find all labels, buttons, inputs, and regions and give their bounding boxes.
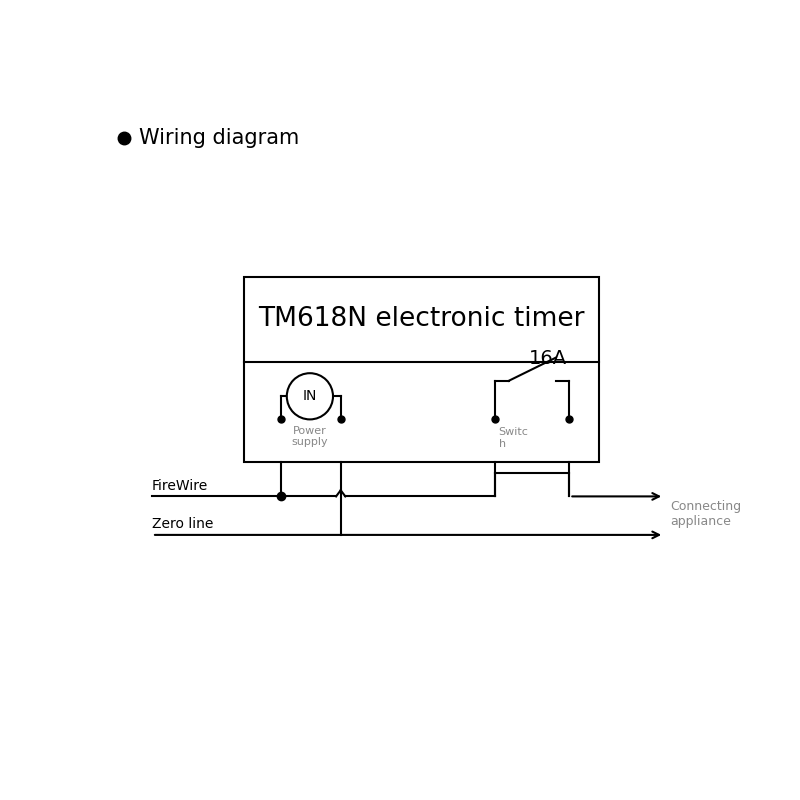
- Text: Wiring diagram: Wiring diagram: [139, 128, 299, 148]
- Text: Power
supply: Power supply: [291, 426, 328, 447]
- Circle shape: [286, 373, 333, 419]
- Bar: [245, 277, 598, 462]
- Text: Switc
h: Switc h: [498, 427, 529, 449]
- Text: Zero line: Zero line: [152, 517, 214, 531]
- Text: 16A: 16A: [530, 349, 567, 368]
- Text: FireWire: FireWire: [152, 478, 208, 493]
- Text: TM618N electronic timer: TM618N electronic timer: [258, 306, 585, 332]
- Text: Connecting
appliance: Connecting appliance: [670, 500, 742, 528]
- Text: IN: IN: [302, 390, 317, 403]
